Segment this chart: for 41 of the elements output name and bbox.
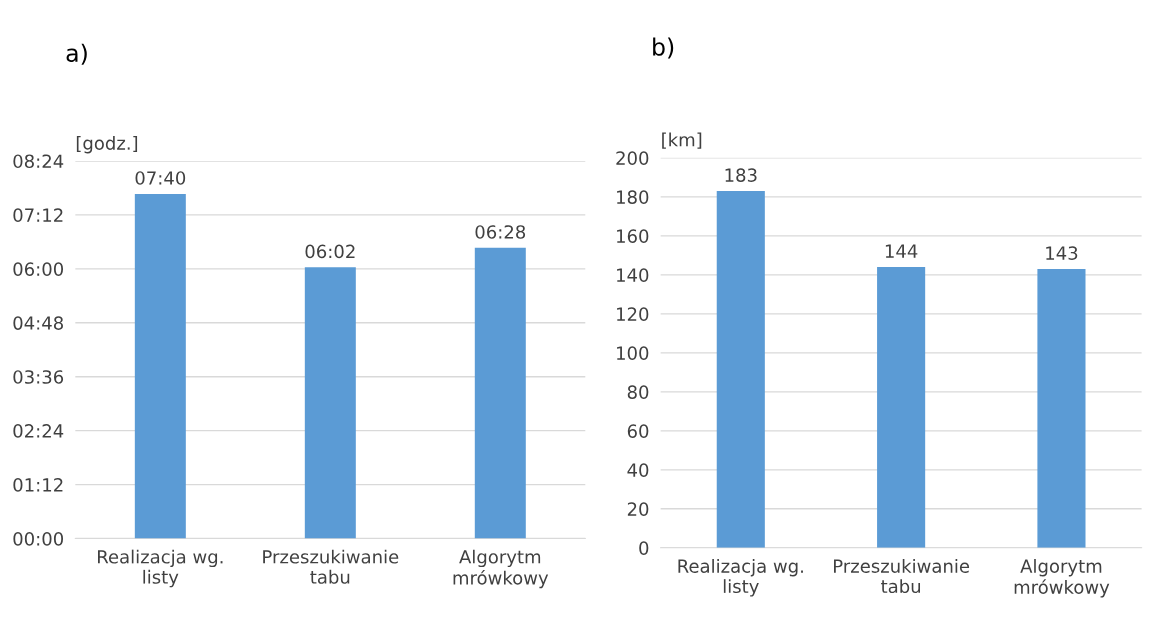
y-tick-label: 80 bbox=[627, 385, 649, 399]
x-tick-label: Przeszukiwanie tabu bbox=[263, 549, 399, 584]
x-tick-label: Realizacja wg. listy bbox=[98, 549, 223, 588]
y-tick-label: 07:12 bbox=[13, 208, 63, 222]
y-tick-label: 00:00 bbox=[13, 531, 64, 546]
bar bbox=[304, 267, 356, 539]
bar bbox=[1037, 268, 1086, 548]
x-tick-label: Algorytm mrówkowy bbox=[453, 549, 549, 589]
y-tick-label: 04:48 bbox=[13, 316, 63, 330]
y-tick-label: 100 bbox=[617, 346, 649, 360]
y-tick-label: 200 bbox=[616, 151, 649, 165]
data-label: 183 bbox=[725, 168, 757, 182]
x-tick-label: Przeszukiwanie tabu bbox=[834, 558, 970, 594]
data-label: 07:40 bbox=[135, 171, 186, 185]
y-tick-label: 60 bbox=[627, 424, 649, 438]
y-tick-label: 20 bbox=[627, 502, 649, 516]
y-tick-label: 01:12 bbox=[13, 478, 63, 492]
data-label: 06:28 bbox=[475, 225, 526, 239]
y-tick-label: 40 bbox=[627, 463, 649, 477]
x-tick-label: Realizacja wg. listy bbox=[678, 558, 803, 597]
y-tick-label: 160 bbox=[617, 229, 649, 243]
bar bbox=[877, 267, 926, 548]
y-axis-title: [godz.] bbox=[76, 135, 138, 154]
y-tick-label: 03:36 bbox=[13, 370, 64, 384]
y-tick-label: 08:24 bbox=[13, 154, 64, 169]
y-tick-label: 180 bbox=[617, 190, 649, 204]
data-label: 143 bbox=[1046, 246, 1078, 260]
data-label: 06:02 bbox=[305, 244, 355, 259]
y-tick-label: 140 bbox=[617, 268, 649, 282]
bar bbox=[474, 247, 526, 539]
chart-title: a) bbox=[66, 43, 87, 65]
x-tick-label: Algorytm mrówkowy bbox=[1014, 558, 1110, 598]
y-axis-title: [km] bbox=[662, 132, 702, 149]
data-label: 144 bbox=[885, 244, 918, 258]
chart-title: b) bbox=[653, 37, 674, 59]
bar bbox=[134, 193, 186, 539]
bar bbox=[716, 190, 765, 548]
y-tick-label: 02:24 bbox=[13, 424, 64, 438]
y-tick-label: 0 bbox=[639, 541, 649, 555]
y-tick-label: 120 bbox=[617, 307, 649, 321]
y-tick-label: 06:00 bbox=[13, 262, 64, 276]
